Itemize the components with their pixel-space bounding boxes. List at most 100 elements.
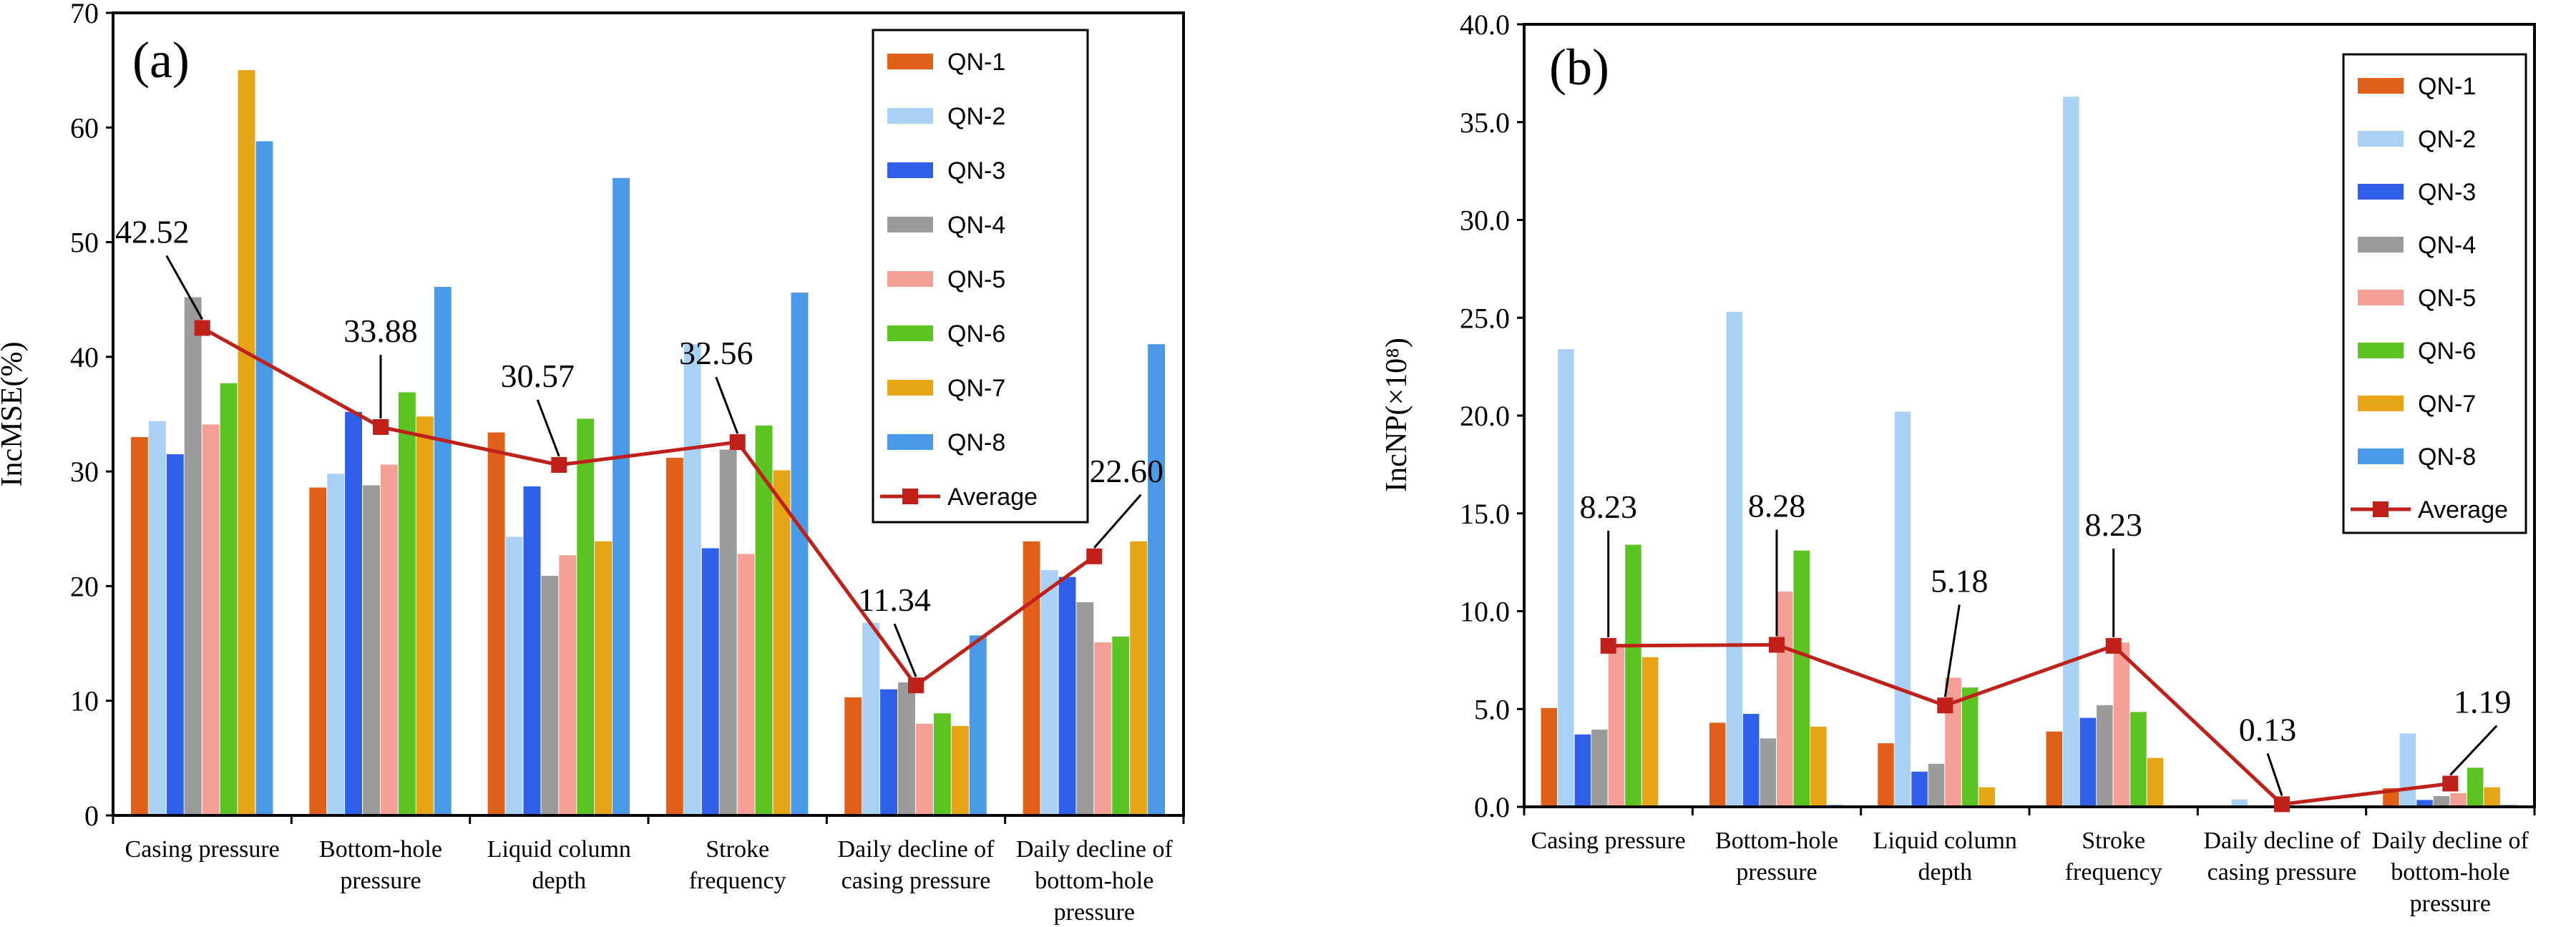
x-category-label: Bottom-hole pressure: [1715, 828, 1838, 886]
average-marker-1: [194, 320, 210, 336]
average-value-label: 0.13: [2239, 711, 2297, 747]
average-marker-4: [729, 434, 746, 451]
legend-label: QN-7: [2418, 391, 2476, 418]
bar-qn-2-2: [1726, 312, 1742, 807]
legend-label: QN-6: [947, 320, 1005, 348]
average-value-label: 5.18: [1931, 562, 1989, 599]
bar-qn-3-6: [2416, 800, 2433, 807]
bar-qn-8-2: [434, 287, 452, 816]
annotation-leader: [2449, 725, 2498, 776]
average-line: [201, 326, 1096, 688]
bar-qn-2-4: [683, 344, 701, 815]
y-tick-label: 0: [84, 800, 99, 832]
bar-qn-3-4: [2079, 717, 2097, 807]
bar-qn-6-3: [577, 418, 595, 815]
y-tick-label: 25.0: [1460, 302, 1510, 334]
bar-qn-7-2: [1810, 726, 1827, 807]
bar-qn-8-1: [255, 141, 273, 815]
bar-qn-2-4: [2063, 97, 2079, 807]
average-value-label: 42.52: [115, 214, 190, 250]
bar-qn-6-3: [1961, 687, 1979, 807]
bar-qn-7-3: [595, 541, 613, 815]
x-category-label: Stroke frequency: [2065, 828, 2162, 886]
bar-qn-4-1: [184, 297, 202, 815]
bar-qn-4-3: [1928, 763, 1945, 807]
bar-qn-6-1: [220, 383, 238, 815]
annotation-leader: [715, 376, 739, 434]
average-marker-2: [373, 419, 389, 435]
average-value-label: 32.56: [679, 335, 753, 371]
legend-label: QN-8: [2418, 443, 2476, 471]
legend-swatch-qn-8: [2358, 448, 2404, 464]
average-value-label: 8.23: [1579, 489, 1637, 525]
legend-swatch-qn-6: [887, 325, 933, 341]
legend-swatch-qn-1: [2358, 78, 2404, 94]
bar-qn-3-4: [701, 548, 719, 815]
bar-qn-2-3: [1894, 411, 1911, 807]
bar-qn-4-1: [1591, 730, 1608, 807]
bar-qn-1-5: [844, 697, 862, 815]
legend-label: QN-3: [2418, 179, 2476, 206]
y-tick-label: 60: [70, 112, 99, 144]
x-category-label: Daily decline of bottom-hole pressure: [1016, 836, 1174, 926]
bar-qn-1-3: [487, 432, 505, 815]
annotation-leader: [1093, 494, 1142, 549]
y-tick-label: 70: [70, 0, 99, 29]
average-value-label: 8.23: [2084, 506, 2142, 543]
legend-swatch-qn-2: [2358, 131, 2404, 147]
average-line: [1608, 642, 2451, 807]
legend-swatch-qn-4: [887, 217, 933, 232]
y-tick-label: 20.0: [1460, 400, 1510, 432]
bar-qn-4-4: [2097, 705, 2113, 807]
bar-qn-5-1: [202, 424, 220, 815]
legend-label: QN-5: [947, 266, 1005, 293]
bar-qn-5-5: [916, 723, 933, 815]
annotation-leader: [2266, 752, 2283, 796]
y-tick-label: 10.0: [1460, 596, 1510, 628]
bar-qn-4-5: [898, 682, 915, 815]
bar-qn-4-6: [2433, 796, 2450, 807]
y-tick-label: 30: [70, 456, 99, 488]
y-tick-label: 15.0: [1460, 498, 1510, 530]
bar-qn-8-4: [791, 293, 809, 816]
y-axis-title: IncNP(×10⁸): [1380, 338, 1413, 492]
bar-qn-6-1: [1625, 544, 1641, 807]
bar-qn-6-6: [1112, 637, 1130, 815]
y-tick-label: 5.0: [1474, 693, 1510, 725]
average-marker-3: [1937, 697, 1953, 714]
bar-qn-5-2: [1777, 592, 1793, 807]
chart-panel-1: 0 10 20 30 40 50 60 70 Casing pressure Bottom-hol…: [0, 0, 1185, 926]
legend-label: QN-3: [947, 157, 1005, 185]
x-category-label: Liquid column depth: [1873, 828, 2017, 886]
annotation-leader: [893, 623, 917, 677]
x-category-label: Liquid column depth: [487, 836, 631, 894]
bar-qn-6-4: [2130, 712, 2147, 807]
bar-qn-5-4: [737, 554, 755, 815]
y-tick-label: 30.0: [1460, 205, 1510, 237]
x-category-label: Bottom-hole pressure: [319, 836, 442, 894]
average-value-label: 11.34: [858, 582, 931, 618]
bar-qn-7-2: [416, 416, 434, 815]
legend-swatch-qn-5: [887, 271, 933, 287]
legend-label: Average: [947, 484, 1038, 511]
legend-label: QN-8: [947, 429, 1005, 456]
legend-label: QN-2: [947, 103, 1005, 130]
bar-qn-8-5: [969, 635, 987, 815]
legend-label: QN-6: [2418, 338, 2476, 365]
annotation-leader: [536, 399, 560, 457]
panel-label: (b): [1549, 39, 1609, 96]
bar-qn-2-5: [862, 622, 880, 815]
average-value-label: 8.28: [1748, 488, 1806, 524]
bar-qn-5-3: [559, 555, 577, 815]
bar-qn-6-2: [398, 392, 416, 815]
bar-qn-6-6: [2467, 767, 2484, 807]
average-marker-6: [2442, 775, 2459, 792]
bar-qn-4-2: [363, 485, 380, 815]
legend-label: QN-5: [2418, 285, 2476, 312]
bar-qn-1-1: [1541, 707, 1557, 807]
legend-label: QN-1: [947, 49, 1005, 76]
legend-swatch-qn-3: [2358, 184, 2404, 200]
legend-label: Average: [2418, 496, 2508, 524]
average-value-label: 33.88: [343, 313, 418, 349]
